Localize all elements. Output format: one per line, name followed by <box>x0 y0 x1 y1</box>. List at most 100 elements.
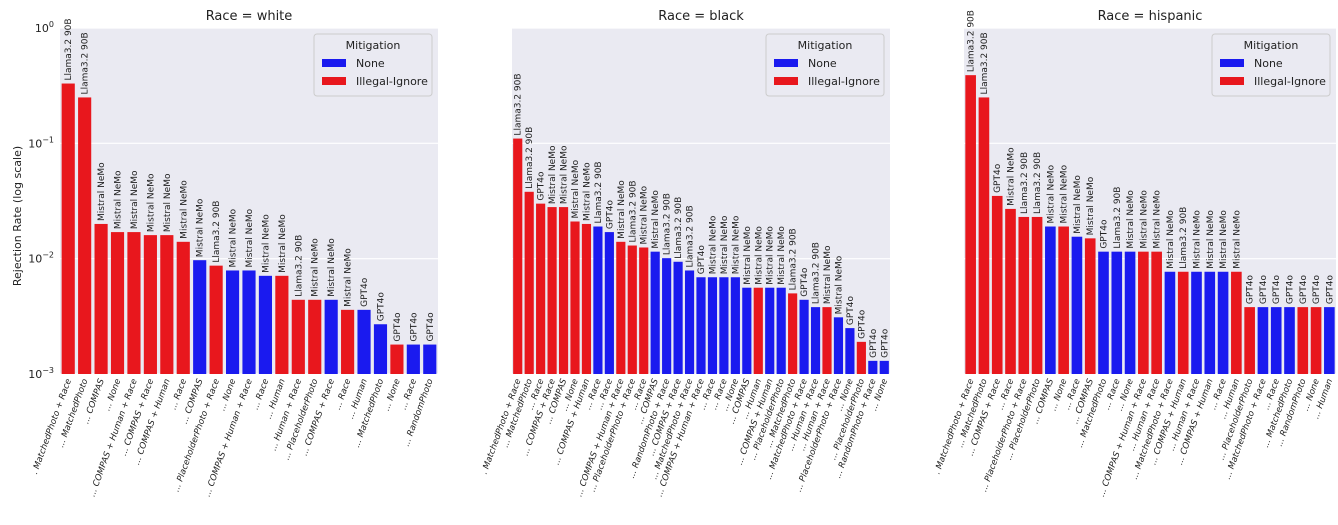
bar <box>357 309 371 374</box>
legend-entry-label: None <box>1254 57 1283 70</box>
bar-model-label: Llama3.2 90B <box>789 228 799 290</box>
bar <box>1177 271 1189 374</box>
bar-model-label: GPT4o <box>993 163 1003 193</box>
bar-model-label: Mistral NeMo <box>766 226 776 285</box>
bar <box>1071 236 1083 374</box>
bar-model-label: GPT4o <box>869 328 879 358</box>
bar <box>275 275 289 374</box>
bar <box>1138 251 1149 374</box>
bar <box>61 83 75 374</box>
bar-model-label: Mistral NeMo <box>146 173 156 232</box>
bar-model-label: Mistral NeMo <box>1232 210 1242 269</box>
bar-model-label: Mistral NeMo <box>229 208 239 267</box>
bar-model-label: Llama3.2 90B <box>1020 152 1030 214</box>
bar-model-label: GPT4o <box>846 295 856 325</box>
legend-title: Mitigation <box>1244 39 1299 52</box>
bar <box>788 293 798 374</box>
bar <box>291 299 305 374</box>
bar-model-label: Mistral NeMo <box>1086 176 1096 235</box>
legend-title: Mitigation <box>798 39 853 52</box>
legend-swatch <box>1220 59 1244 67</box>
bar <box>1045 226 1056 374</box>
bar-model-label: Llama3.2 90B <box>674 197 684 259</box>
bar <box>593 226 603 374</box>
bar <box>684 270 695 374</box>
bar-model-label: Llama3.2 90B <box>64 18 74 80</box>
bar <box>810 307 821 374</box>
bar-model-label: GPT4o <box>1259 275 1269 305</box>
bar-model-label: Mistral NeMo <box>1166 210 1176 269</box>
bar-model-label: GPT4o <box>1299 275 1309 305</box>
bar-model-label: Mistral NeMo <box>582 162 592 221</box>
bar <box>390 344 404 374</box>
bar <box>547 207 557 374</box>
bar-model-label: Mistral NeMo <box>1046 164 1056 223</box>
bar-model-label: Llama3.2 90B <box>686 205 696 267</box>
legend-entry-label: None <box>808 57 837 70</box>
bar <box>742 287 752 374</box>
bar-model-label: Mistral NeMo <box>327 238 337 297</box>
bar-model-label: Llama3.2 90B <box>812 242 822 304</box>
bar <box>160 235 174 374</box>
bar <box>1191 271 1202 374</box>
bar-model-label: GPT4o <box>376 292 386 322</box>
panel-title: Race = white <box>206 9 293 24</box>
bar <box>225 270 240 374</box>
bar <box>1031 216 1043 374</box>
bar <box>423 344 437 374</box>
bar-model-label: GPT4o <box>1246 275 1256 305</box>
bar <box>558 207 569 374</box>
legend-swatch <box>1220 77 1244 85</box>
bar-model-label: Llama3.2 90B <box>514 73 524 135</box>
y-tick-label: 10−1 <box>28 135 54 150</box>
bar-model-label: GPT4o <box>800 267 810 297</box>
bar <box>822 307 832 374</box>
bar <box>209 265 223 374</box>
bar <box>1204 271 1216 374</box>
bar-model-label: Mistral NeMo <box>278 214 288 273</box>
bar-model-label: GPT4o <box>1100 219 1110 249</box>
bar-model-label: Mistral NeMo <box>97 162 107 221</box>
legend-entry-label: Illegal-Ignore <box>356 75 428 88</box>
bar <box>1244 307 1255 374</box>
bar-model-label: Mistral NeMo <box>1206 210 1216 269</box>
bar-model-label: GPT4o <box>1272 275 1282 305</box>
bar <box>1111 251 1123 374</box>
bar-model-label: Mistral NeMo <box>1060 164 1070 223</box>
bar <box>1297 307 1309 374</box>
bar-model-label: GPT4o <box>1286 275 1296 305</box>
y-tick-label: 10−3 <box>28 366 54 381</box>
bar-model-label: Mistral NeMo <box>311 238 321 297</box>
bar <box>978 97 990 374</box>
bar-model-label: GPT4o <box>857 309 867 339</box>
bar <box>799 299 809 374</box>
bar-model-label: GPT4o <box>360 277 370 307</box>
bar-model-label: Mistral NeMo <box>743 226 753 285</box>
bar <box>1005 208 1016 374</box>
bar-model-label: Mistral NeMo <box>1219 210 1229 269</box>
bar <box>581 223 592 374</box>
bar-model-label: Mistral NeMo <box>179 180 189 239</box>
bar <box>373 324 388 374</box>
bar-model-label: GPT4o <box>697 245 707 275</box>
bar-model-label: Llama3.2 90B <box>525 127 535 189</box>
legend-swatch <box>322 59 346 67</box>
bar <box>868 360 878 374</box>
bar <box>765 287 775 374</box>
bar-model-label: Mistral NeMo <box>777 226 787 285</box>
bar-model-label: Llama3.2 90B <box>594 161 604 223</box>
bar <box>1324 307 1335 374</box>
bar <box>991 195 1003 374</box>
bar-model-label: GPT4o <box>426 312 436 342</box>
bar-model-label: Mistral NeMo <box>1007 147 1017 206</box>
bar <box>127 232 141 374</box>
bar <box>696 277 706 374</box>
bar <box>258 275 273 374</box>
bar-model-label: Mistral NeMo <box>114 170 124 229</box>
bar <box>1164 271 1176 374</box>
bar <box>1310 307 1322 374</box>
bar <box>753 287 763 374</box>
bar <box>324 299 338 374</box>
